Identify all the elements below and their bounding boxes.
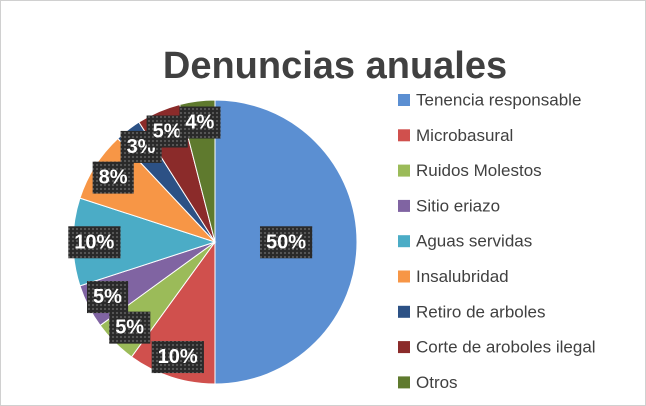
legend-label: Otros	[416, 373, 458, 392]
legend-label: Sitio eriazo	[416, 196, 500, 215]
legend-swatch	[398, 199, 410, 212]
data-label: 8%	[99, 167, 128, 189]
data-label-box	[151, 341, 204, 374]
legend-label: Tenencia responsable	[416, 90, 581, 109]
legend-swatch	[398, 376, 410, 389]
data-label-box	[109, 311, 151, 344]
data-label: 10%	[158, 346, 198, 368]
legend-swatch	[398, 235, 410, 248]
data-label-box	[92, 161, 134, 194]
legend-label: Ruidos Molestos	[416, 161, 542, 180]
legend-swatch	[398, 164, 410, 177]
data-label: 4%	[185, 112, 214, 134]
legend-swatch	[398, 94, 410, 106]
legend-swatch	[398, 129, 410, 142]
data-label-box	[179, 106, 221, 139]
legend-label: Insalubridad	[416, 267, 509, 286]
data-label: 5%	[115, 317, 144, 339]
legend-label: Microbasural	[416, 126, 513, 145]
data-label-box	[259, 226, 313, 259]
data-label-box	[87, 281, 129, 314]
data-label-box	[68, 226, 121, 259]
chart-title: Denuncias anuales	[163, 45, 507, 87]
legend-label: Aguas servidas	[416, 232, 532, 251]
data-label: 5%	[93, 286, 122, 308]
legend-swatch	[398, 270, 410, 283]
data-label: 50%	[266, 231, 306, 253]
legend-label: Corte de aroboles ilegal	[416, 338, 596, 357]
legend-swatch	[398, 341, 410, 354]
data-label: 10%	[74, 231, 114, 253]
legend-label: Retiro de arboles	[416, 302, 545, 321]
data-label: 5%	[153, 121, 182, 143]
legend-swatch	[398, 305, 410, 318]
